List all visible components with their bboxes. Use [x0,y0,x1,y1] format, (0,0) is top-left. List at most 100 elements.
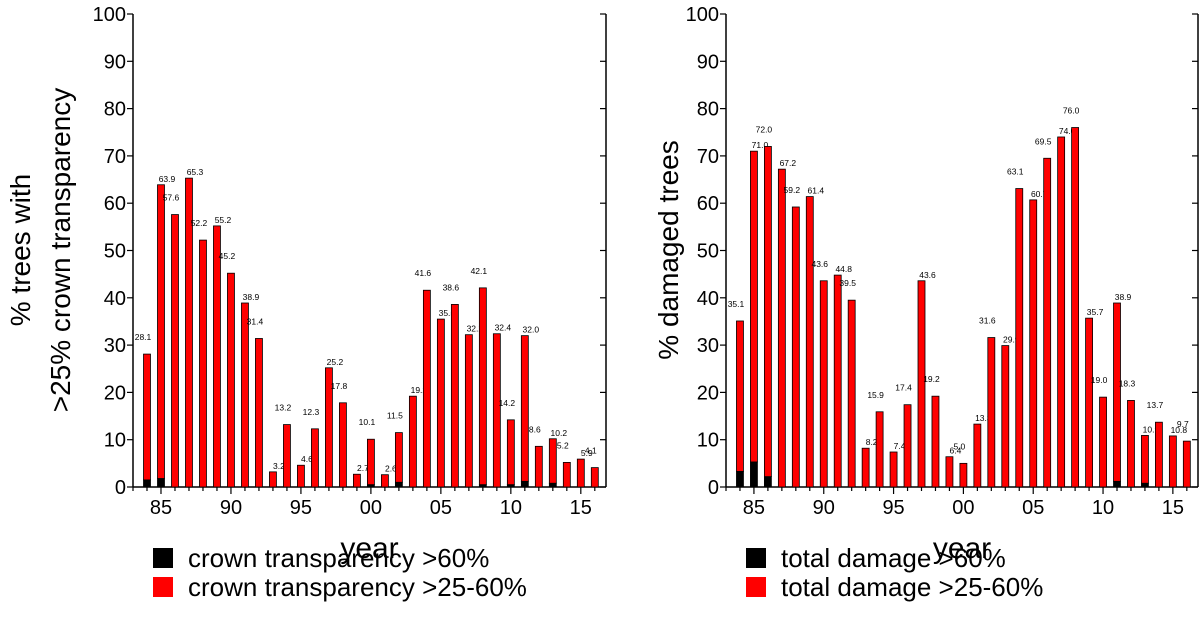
data-label: 8.2 [866,437,878,447]
bar-moderate [875,411,884,488]
data-label: 43.6 [811,259,828,269]
bar-moderate [562,462,571,488]
y-tick-label: 40 [104,288,126,310]
x-tick-label: 00 [952,497,974,519]
bar-moderate [736,320,744,472]
bar-moderate [1154,421,1163,488]
data-label: 72.0 [756,124,773,134]
data-label: 2.7 [357,463,369,473]
data-label: 57.6 [163,193,180,203]
bar-moderate [492,333,501,488]
y-tick-label: 100 [93,4,126,26]
bar-moderate [450,304,459,488]
bar-moderate [1057,136,1066,488]
bar-moderate [478,287,487,486]
bar-moderate [185,177,193,488]
legend-label: crown transparency >60% [188,543,489,573]
y-tick-label: 60 [104,193,126,215]
data-label: 71.0 [752,140,769,150]
data-label: 25.2 [327,357,344,367]
data-label: 5.2 [557,440,569,450]
y-tick-label: 50 [697,241,719,263]
bar-moderate [157,184,165,479]
bar-moderate [1071,127,1080,488]
bar-severe [750,461,758,488]
bar-moderate [959,462,968,488]
bar-moderate [366,438,375,486]
bar-moderate [520,335,529,482]
data-label: 10.8 [1171,425,1188,435]
data-label: 32.2 [467,324,484,334]
data-label: 28.1 [135,332,152,342]
y-tick-label: 30 [104,335,126,357]
data-label: 15.9 [867,390,884,400]
bar-moderate [241,302,249,488]
data-label: 12.3 [303,407,320,417]
data-label: 19.2 [411,385,428,395]
data-label: 14.2 [499,398,516,408]
data-label: 41.6 [415,268,432,278]
data-label: 38.9 [1115,292,1132,302]
bar-moderate [987,337,996,488]
bar-moderate [1127,400,1135,488]
bar-moderate [199,239,207,488]
bar-severe [1141,482,1149,488]
data-label: 43.6 [919,270,936,280]
x-tick-label: 90 [813,497,835,519]
data-label: 4.6 [301,454,313,464]
data-label: 19.2 [923,374,940,384]
y-tick-label: 50 [104,241,126,263]
y-tick-label: 30 [697,335,719,357]
legend-label: total damage >25-60% [781,572,1043,602]
data-label: 4.1 [585,446,597,456]
y-tick-label: 100 [686,4,719,26]
bar-moderate [1168,435,1177,488]
data-label: 76.0 [1063,106,1080,116]
data-label: 6.4 [950,446,962,456]
data-label: 69.5 [1035,136,1052,146]
data-label: 10.9 [1143,424,1160,434]
bar-moderate [325,367,333,488]
x-tick-label: 00 [360,497,382,519]
legend-swatch [153,548,173,568]
data-label: 10.1 [359,417,376,427]
data-label: 13.3 [975,413,992,423]
data-label: 59.2 [784,185,801,195]
legend-label: crown transparency >25-60% [188,572,527,602]
legend-label: total damage >60% [781,543,1006,573]
x-tick-label: 15 [1162,497,1184,519]
bar-moderate [394,432,403,483]
bar-moderate [1141,435,1149,484]
data-label: 3.2 [273,461,285,471]
bar-moderate [269,471,277,488]
y-tick-label: 90 [697,51,719,73]
chart-panel-2: 0 10 20 30 40 50 60 70 80 90 100 85 90 95 00 05 10 15 35.1… [653,4,1199,602]
y-axis-label: % damaged trees [653,140,684,359]
data-label: 42.1 [471,266,488,276]
bar-moderate [931,395,940,488]
data-label: 32.0 [523,325,540,335]
legend-swatch [746,577,766,597]
data-label: 17.8 [331,381,348,391]
data-label: 39.5 [839,278,856,288]
y-tick-label: 80 [697,99,719,121]
bar-severe [157,478,165,488]
bar-moderate [973,423,982,488]
data-label: 7.4 [894,441,906,451]
y-tick-label: 20 [104,382,126,404]
bar-moderate [436,318,445,488]
data-label: 31.6 [979,316,996,326]
x-tick-label: 85 [150,497,172,519]
y-tick-label: 70 [697,146,719,168]
bar-moderate [255,338,263,488]
bar-moderate [339,402,347,488]
bar-moderate [353,473,361,488]
data-label: 29.9 [1003,335,1020,345]
data-label: 61.4 [808,186,825,196]
data-label: 31.4 [247,316,264,326]
y-tick-label: 70 [104,146,126,168]
x-tick-label: 90 [220,497,242,519]
bar-moderate [408,395,417,488]
bar-moderate [1099,396,1107,488]
